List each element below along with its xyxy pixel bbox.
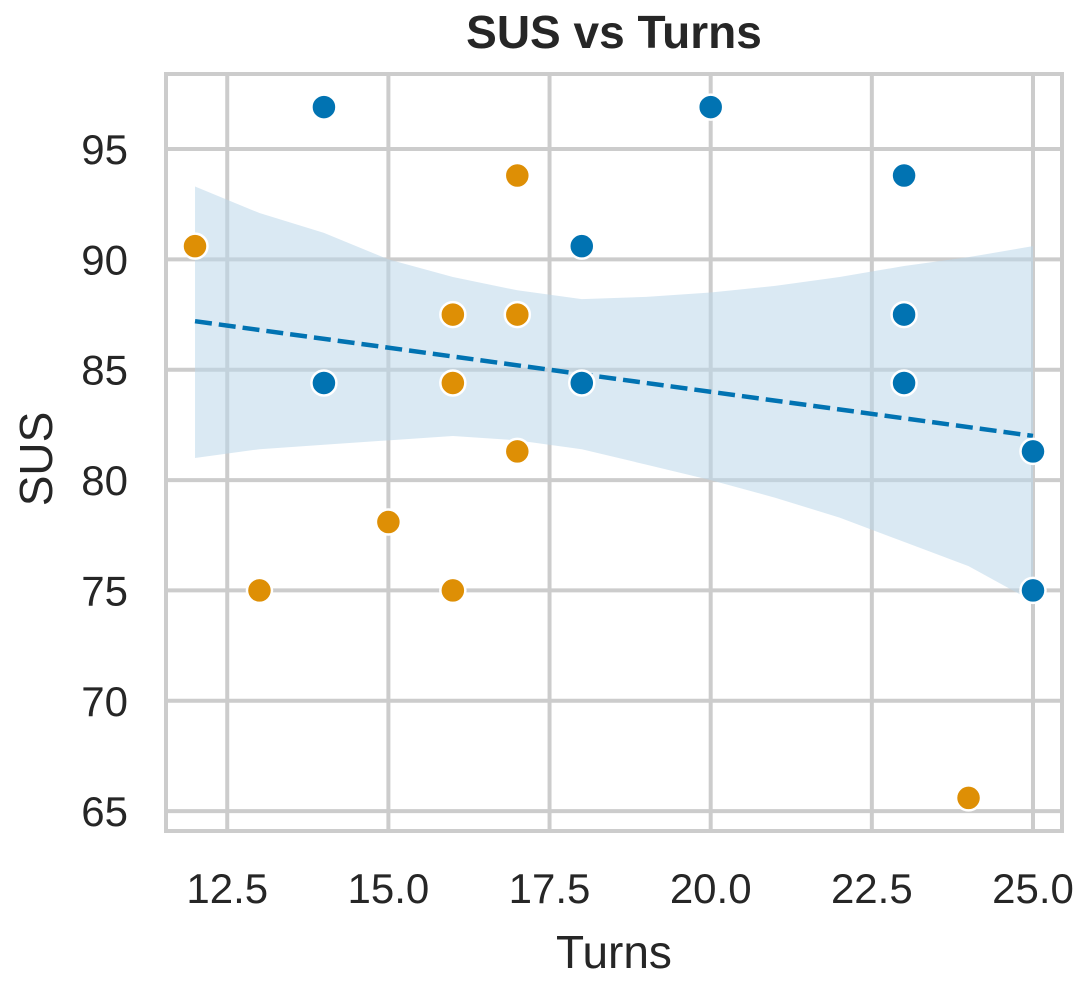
y-tick-label: 90: [81, 236, 128, 283]
confidence-band-area: [195, 186, 1033, 602]
x-tick-label: 15.0: [348, 865, 430, 912]
regression-line: [194, 318, 1034, 439]
scatter-point-series-2: [954, 784, 983, 812]
chart-title: SUS vs Turns: [466, 6, 762, 58]
scatter-point-series-1: [1019, 437, 1047, 466]
y-tick-label: 95: [81, 126, 128, 173]
scatter-point-series-1: [1019, 576, 1047, 605]
x-tick-label: 17.5: [509, 865, 591, 912]
x-tick-label: 25.0: [992, 865, 1074, 912]
x-axis-label: Turns: [556, 926, 672, 978]
y-tick-label: 85: [81, 347, 128, 394]
y-tick-label: 70: [81, 678, 128, 725]
data-points: [181, 93, 1047, 812]
scatter-point-series-1: [890, 369, 918, 397]
scatter-point-series-2: [439, 369, 467, 397]
regression-trend-line: [194, 318, 1034, 439]
x-tick-labels: 12.5 15.0 17.5 20.0 22.5 25.0: [186, 865, 1074, 912]
scatter-point-series-2: [374, 508, 403, 536]
scatter-point-series-2: [503, 437, 532, 466]
confidence-band: [195, 186, 1033, 602]
plot-frame: [164, 72, 1064, 833]
x-tick-label: 20.0: [670, 865, 752, 912]
scatter-point-series-2: [503, 161, 532, 190]
scatter-point-series-1: [568, 369, 596, 397]
scatter-point-series-2: [439, 576, 467, 605]
scatter-point-series-1: [310, 369, 338, 397]
scatter-point-series-1: [310, 93, 338, 121]
y-tick-labels: 65 70 75 80 85 90 95: [81, 126, 128, 835]
x-tick-label: 22.5: [831, 865, 913, 912]
scatter-point-series-1: [696, 93, 725, 121]
scatter-point-series-2: [503, 300, 532, 329]
x-tick-label: 12.5: [186, 865, 268, 912]
scatter-point-series-1: [568, 232, 596, 260]
scatter-point-series-2: [439, 300, 467, 329]
scatter-point-series-1: [890, 300, 918, 329]
y-tick-label: 65: [81, 788, 128, 835]
scatter-point-series-1: [890, 161, 918, 190]
y-tick-label: 75: [81, 567, 128, 614]
y-axis-label: SUS: [10, 412, 62, 507]
scatter-point-series-2: [181, 232, 209, 260]
scatter-point-series-2: [245, 576, 274, 605]
y-tick-label: 80: [81, 457, 128, 504]
